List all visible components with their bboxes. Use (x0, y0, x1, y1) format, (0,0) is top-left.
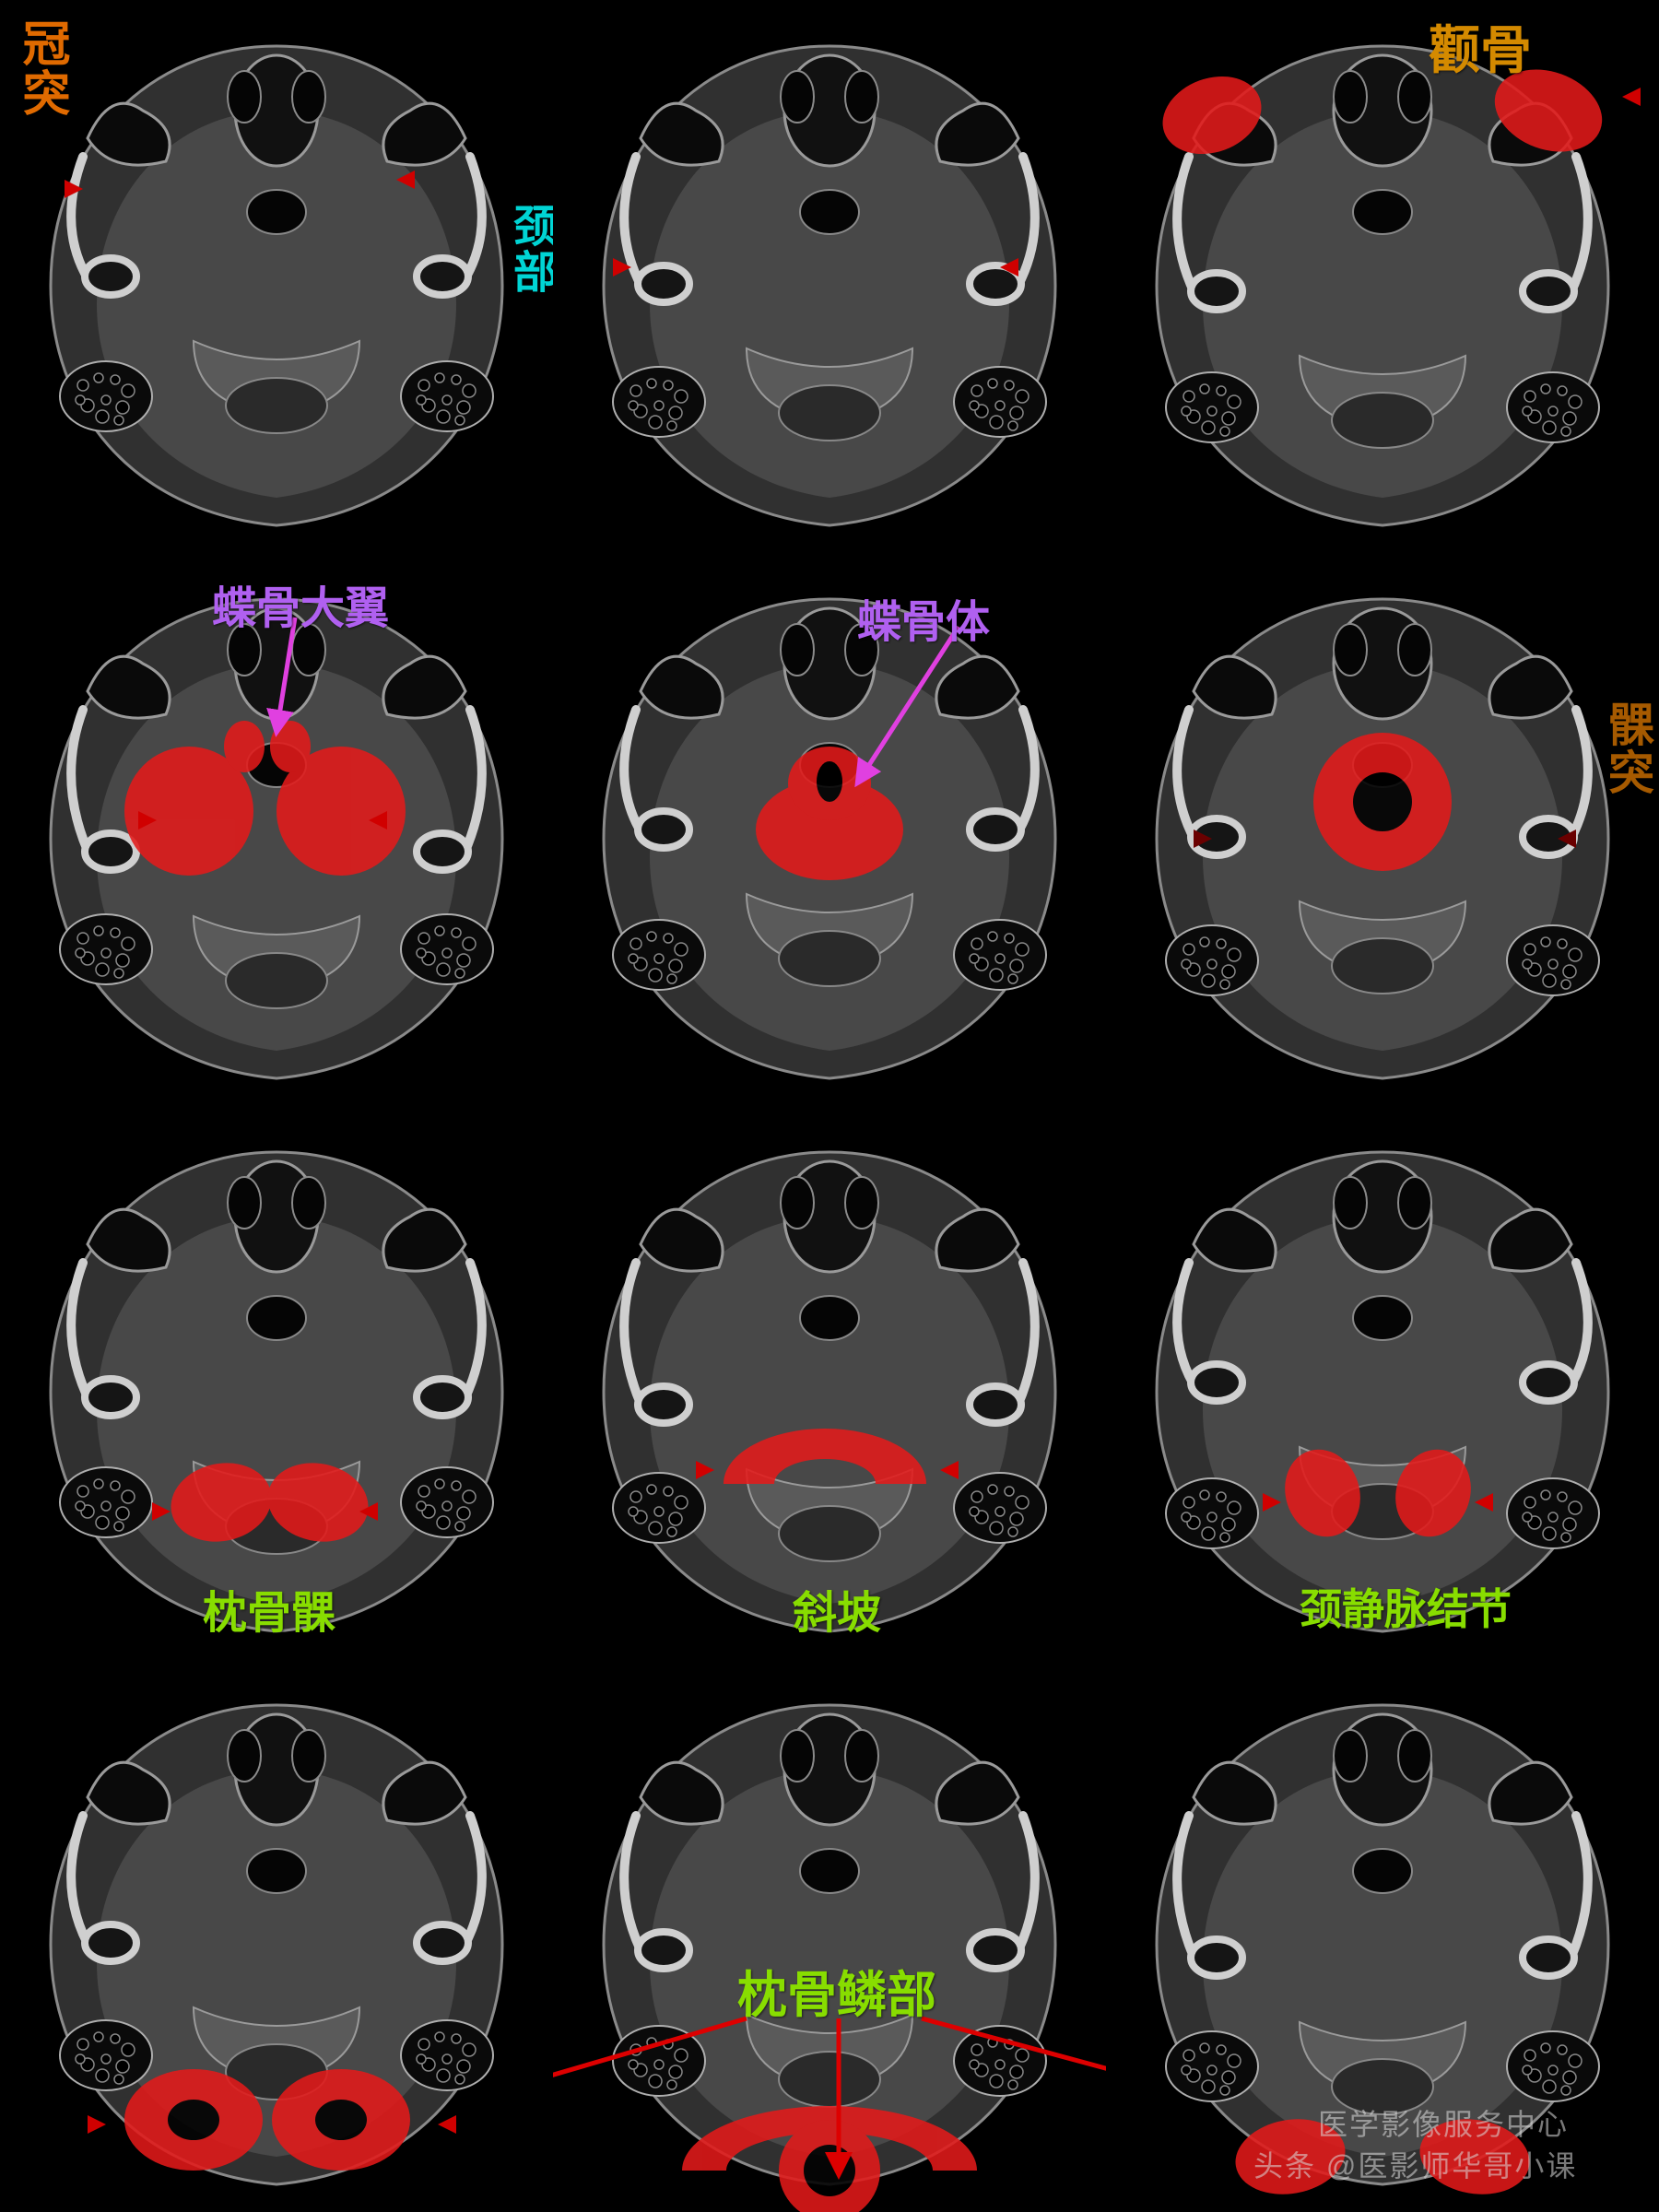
indicator-arrow (1263, 1493, 1281, 1512)
ct-slice-9 (0, 1659, 553, 2212)
ct-slice-6: 枕骨髁 (0, 1106, 553, 1659)
ct-grid: 冠突颈部 (0, 0, 1659, 2212)
indicator-arrow (1475, 1493, 1493, 1512)
ct-slice-8: 颈静脉结节 (1106, 1106, 1659, 1659)
ct-slice-2: 颧骨 (1106, 0, 1659, 553)
ct-slice-11 (1106, 1659, 1659, 2212)
ct-slice-7: 斜坡 (553, 1106, 1106, 1659)
pointer-arrow (553, 553, 1106, 1106)
indicator-arrow (1558, 830, 1576, 848)
indicator-arrow (696, 1461, 714, 1479)
indicator-arrow (152, 1502, 171, 1521)
ct-slice-10: 枕骨鳞部 (553, 1659, 1106, 2212)
indicator-arrow (940, 1461, 959, 1479)
indicator-arrow (65, 180, 83, 198)
indicator-arrow (1000, 258, 1018, 276)
ct-slice-3: 蝶骨大翼 (0, 553, 553, 1106)
indicator-arrow (396, 171, 415, 189)
ct-slice-1 (553, 0, 1106, 553)
indicator-arrow (359, 1502, 378, 1521)
ct-slice-4: 蝶骨体 (553, 553, 1106, 1106)
indicator-arrow (438, 2115, 456, 2134)
indicator-arrow (1194, 830, 1212, 848)
ct-slice-5: 髁突 (1106, 553, 1659, 1106)
indicator-arrow (88, 2115, 106, 2134)
pointer-arrow (553, 1659, 1106, 2212)
indicator-arrow (613, 258, 631, 276)
ct-slice-0: 冠突颈部 (0, 0, 553, 553)
pointer-arrow (0, 553, 553, 1106)
indicator-arrow (1622, 88, 1641, 106)
